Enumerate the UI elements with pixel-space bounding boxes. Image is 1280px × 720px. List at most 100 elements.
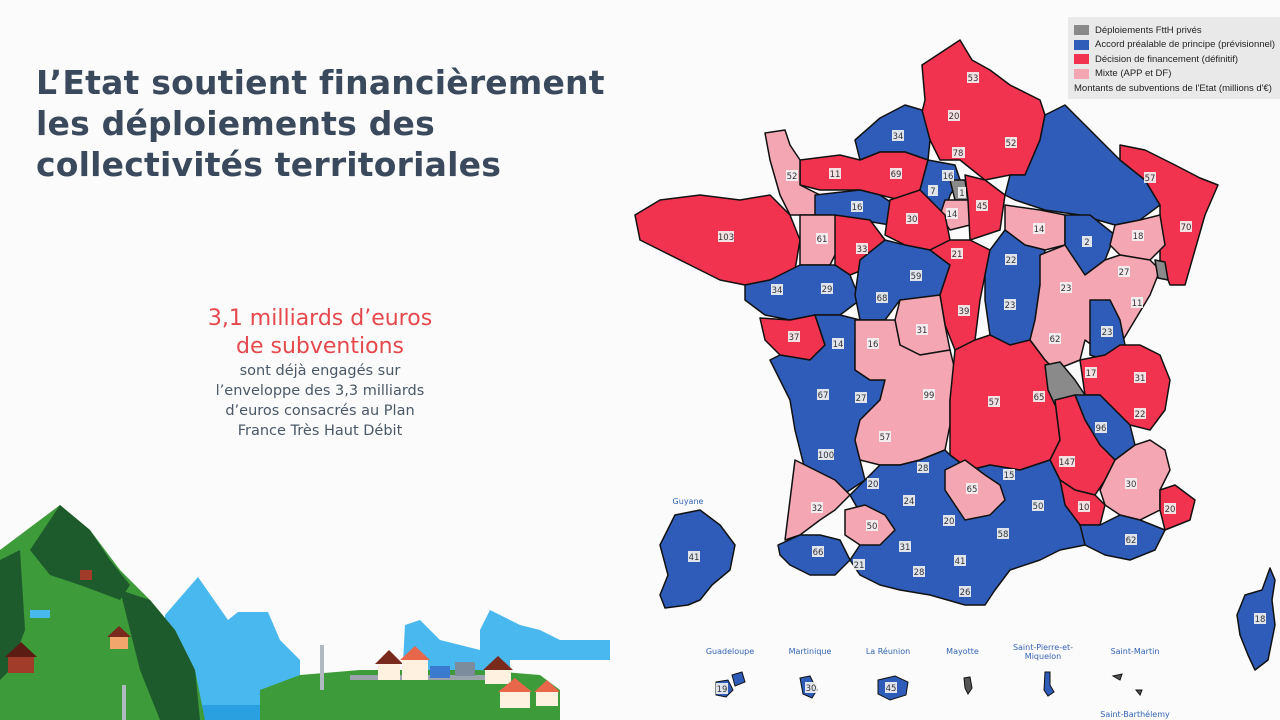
svg-text:33: 33 bbox=[857, 245, 868, 255]
svg-text:23: 23 bbox=[1061, 284, 1072, 294]
svg-text:27: 27 bbox=[1119, 268, 1130, 278]
svg-text:14: 14 bbox=[833, 340, 844, 350]
svg-text:11: 11 bbox=[830, 170, 841, 180]
svg-text:65: 65 bbox=[967, 485, 978, 495]
island-saint-martin bbox=[1111, 673, 1123, 681]
svg-text:29: 29 bbox=[822, 285, 833, 295]
svg-text:17: 17 bbox=[1086, 369, 1097, 379]
stat-body-2: l’enveloppe des 3,3 milliards bbox=[215, 383, 425, 399]
stat-body-4: France Très Haut Débit bbox=[237, 423, 403, 439]
svg-text:52: 52 bbox=[787, 172, 798, 182]
svg-text:50: 50 bbox=[1033, 502, 1044, 512]
svg-text:22: 22 bbox=[1135, 410, 1146, 420]
svg-text:30: 30 bbox=[806, 684, 817, 694]
svg-text:57: 57 bbox=[989, 398, 1000, 408]
region-drome-ardeche bbox=[1049, 394, 1116, 496]
svg-text:23: 23 bbox=[1005, 301, 1016, 311]
svg-text:34: 34 bbox=[772, 286, 783, 296]
legend-item-private: Déploiements FttH privés bbox=[1074, 23, 1280, 38]
svg-text:66: 66 bbox=[813, 548, 824, 558]
svg-text:20: 20 bbox=[1165, 505, 1176, 515]
label-mayotte: Mayotte bbox=[946, 647, 979, 656]
svg-text:21: 21 bbox=[952, 250, 963, 260]
svg-text:19: 19 bbox=[717, 685, 728, 695]
island-spm bbox=[1043, 671, 1055, 697]
svg-text:30: 30 bbox=[1126, 480, 1137, 490]
region-pays-loire bbox=[744, 264, 861, 321]
svg-text:28: 28 bbox=[918, 464, 929, 474]
legend-item-df: Décision de financement (définitif) bbox=[1074, 52, 1280, 67]
svg-text:103: 103 bbox=[718, 233, 734, 243]
svg-text:16: 16 bbox=[868, 340, 879, 350]
title-line-3: collectivités territoriales bbox=[36, 145, 502, 184]
svg-text:59: 59 bbox=[911, 272, 922, 282]
stat-body-1: sont déjà engagés sur bbox=[239, 363, 401, 379]
svg-text:41: 41 bbox=[955, 557, 966, 567]
region-moselle-alsace bbox=[1119, 144, 1219, 286]
svg-text:20: 20 bbox=[949, 112, 960, 122]
region-nord bbox=[919, 39, 1046, 181]
legend-label: Décision de financement (définitif) bbox=[1095, 53, 1239, 65]
svg-text:31: 31 bbox=[900, 543, 911, 553]
svg-text:27: 27 bbox=[856, 394, 867, 404]
svg-text:37: 37 bbox=[789, 333, 800, 343]
svg-text:10: 10 bbox=[1079, 503, 1090, 513]
legend-item-app: Accord préalable de principe (prévisionn… bbox=[1074, 38, 1280, 53]
svg-text:23: 23 bbox=[1102, 328, 1113, 338]
title-line-1: L’Etat soutient financièrement bbox=[36, 63, 605, 102]
svg-text:16: 16 bbox=[943, 172, 954, 182]
island-mayotte bbox=[963, 676, 973, 695]
region-private-east bbox=[1154, 259, 1169, 281]
label-saint-barthelemy: Saint-Barthélemy bbox=[1100, 710, 1170, 719]
svg-text:96: 96 bbox=[1096, 424, 1107, 434]
legend-swatch-blue bbox=[1074, 39, 1089, 50]
svg-text:2: 2 bbox=[1084, 238, 1089, 248]
svg-text:21: 21 bbox=[854, 561, 865, 571]
svg-text:15: 15 bbox=[1004, 471, 1015, 481]
region-landes bbox=[784, 459, 851, 541]
legend-note: Montants de subventions de l'Etat (milli… bbox=[1074, 83, 1272, 94]
region-alpes-maritimes bbox=[1159, 484, 1196, 531]
title-line-2: les déploiements des bbox=[36, 104, 435, 143]
svg-text:50: 50 bbox=[867, 522, 878, 532]
legend-swatch-red bbox=[1074, 54, 1089, 65]
svg-text:7: 7 bbox=[930, 187, 935, 197]
svg-text:70: 70 bbox=[1181, 223, 1192, 233]
svg-text:18: 18 bbox=[1133, 232, 1144, 242]
svg-text:57: 57 bbox=[1145, 174, 1156, 184]
svg-text:31: 31 bbox=[1135, 374, 1146, 384]
landscape-illustration bbox=[0, 505, 610, 720]
map-legend: Déploiements FttH privés Accord préalabl… bbox=[1068, 17, 1280, 99]
svg-text:30: 30 bbox=[907, 215, 918, 225]
legend-label: Déploiements FttH privés bbox=[1095, 24, 1202, 36]
svg-text:24: 24 bbox=[904, 497, 915, 507]
label-guadeloupe: Guadeloupe bbox=[705, 647, 755, 656]
svg-text:62: 62 bbox=[1050, 335, 1061, 345]
region-midi-pyrenees bbox=[849, 449, 1086, 606]
stat-headline-1: 3,1 milliards d’euros bbox=[207, 306, 433, 331]
svg-text:45: 45 bbox=[886, 684, 897, 694]
svg-text:39: 39 bbox=[959, 307, 970, 317]
svg-text:28: 28 bbox=[914, 568, 925, 578]
subsidy-stat: 3,1 milliards d’euros de subventions son… bbox=[180, 305, 460, 441]
svg-text:99: 99 bbox=[924, 391, 935, 401]
svg-text:22: 22 bbox=[1006, 256, 1017, 266]
stat-body-3: d’euros consacrés au Plan bbox=[225, 403, 415, 419]
stat-headline-2: de subventions bbox=[236, 334, 404, 359]
svg-text:61: 61 bbox=[817, 235, 828, 245]
svg-text:32: 32 bbox=[812, 504, 823, 514]
label-saint-pierre-et-miquelon: Saint-Pierre-et-Miquelon bbox=[1012, 643, 1074, 661]
legend-label: Mixte (APP et DF) bbox=[1095, 68, 1172, 80]
label-saint-martin: Saint-Martin bbox=[1110, 647, 1160, 656]
svg-text:11: 11 bbox=[1132, 299, 1143, 309]
svg-text:14: 14 bbox=[947, 210, 958, 220]
svg-text:58: 58 bbox=[998, 530, 1009, 540]
svg-text:78: 78 bbox=[953, 149, 964, 159]
island-saint-barth bbox=[1134, 689, 1143, 696]
svg-text:45: 45 bbox=[977, 202, 988, 212]
svg-text:26: 26 bbox=[960, 588, 971, 598]
svg-text:41: 41 bbox=[689, 553, 700, 563]
svg-text:100: 100 bbox=[818, 451, 834, 461]
svg-text:53: 53 bbox=[968, 74, 979, 84]
